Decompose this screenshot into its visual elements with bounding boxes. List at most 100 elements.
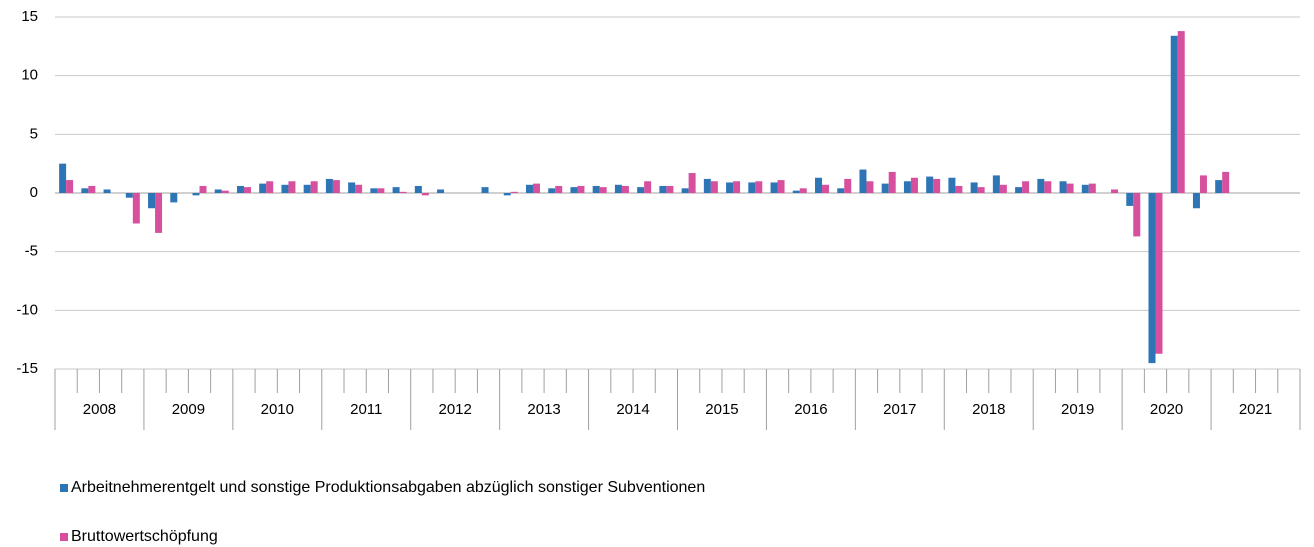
bar [1170,35,1178,194]
bar [970,182,978,193]
bar [948,177,956,193]
bar [999,184,1007,193]
x-tick-label: 2021 [1239,401,1272,418]
x-tick-label: 2015 [705,401,738,418]
bar [266,181,274,193]
bar [1088,183,1096,193]
bar [1081,184,1089,193]
bar [281,184,289,193]
bar [859,169,867,193]
bar [703,178,711,193]
bar [933,178,941,193]
bar [236,185,244,193]
bar [414,185,422,193]
y-tick-label: 15 [21,8,38,25]
bar [1044,181,1052,193]
bar [214,189,222,193]
bar [614,184,622,193]
bar [1155,193,1163,354]
bar [1148,193,1156,364]
y-tick-label: 5 [30,125,38,142]
bar [726,182,734,193]
x-tick-label: 2016 [794,401,827,418]
bar [1066,183,1074,193]
bar [81,188,89,193]
bar [125,193,133,198]
bar [325,178,333,193]
bar [88,185,96,193]
bar [799,188,807,193]
bar [881,183,889,193]
bar [644,181,652,193]
bar [1133,193,1141,237]
y-tick-label: -15 [16,360,38,377]
bar [481,187,489,193]
bar [770,182,778,193]
bar [955,185,963,193]
bar [837,188,845,193]
x-tick-label: 2012 [438,401,471,418]
bar [1111,189,1119,193]
bar [555,185,563,193]
bar [303,184,311,193]
legend-label: Bruttowertschöpfung [71,528,218,545]
bar [866,181,874,193]
bar [888,171,896,193]
bar [1059,181,1067,193]
bar [503,193,511,196]
bar [666,185,674,193]
bar [1126,193,1134,206]
bar [748,182,756,193]
y-tick-label: -10 [16,301,38,318]
bar [221,190,229,193]
bar [355,184,363,193]
legend-swatch [60,484,68,492]
x-tick-label: 2011 [350,401,382,418]
bar [199,185,207,193]
bar [992,175,1000,193]
x-tick-label: 2014 [616,401,649,418]
bar [792,190,800,193]
y-tick-label: 0 [30,184,38,201]
x-tick-label: 2009 [172,401,205,418]
bar [592,185,600,193]
bar [392,187,400,193]
bar [681,188,689,193]
bar [1222,171,1230,193]
bar [688,173,696,193]
bar [733,181,741,193]
bar [525,184,533,193]
bar [399,191,407,193]
bar [1037,178,1045,193]
bar [310,181,318,193]
x-tick-label: 2020 [1150,401,1183,418]
bar [822,184,830,193]
bar [1177,31,1185,193]
bar [437,189,445,193]
bar [103,189,111,193]
bar [148,193,156,209]
bar [910,177,918,193]
bar [421,193,429,196]
bar [710,181,718,193]
x-tick-label: 2010 [261,401,294,418]
bar [1199,175,1207,193]
y-tick-label: -5 [25,243,38,260]
bar [815,177,823,193]
bar [59,163,67,193]
bar [570,187,578,193]
bar [977,187,985,193]
x-tick-label: 2018 [972,401,1005,418]
bar [577,185,585,193]
x-tick-label: 2019 [1061,401,1094,418]
bar [170,193,178,203]
bar [348,182,356,193]
bar [621,185,629,193]
bar [548,188,556,193]
bar [332,180,340,193]
x-tick-label: 2013 [527,401,560,418]
bar [243,187,251,193]
y-tick-label: 10 [21,67,38,84]
bar [192,193,200,196]
bar [755,181,763,193]
